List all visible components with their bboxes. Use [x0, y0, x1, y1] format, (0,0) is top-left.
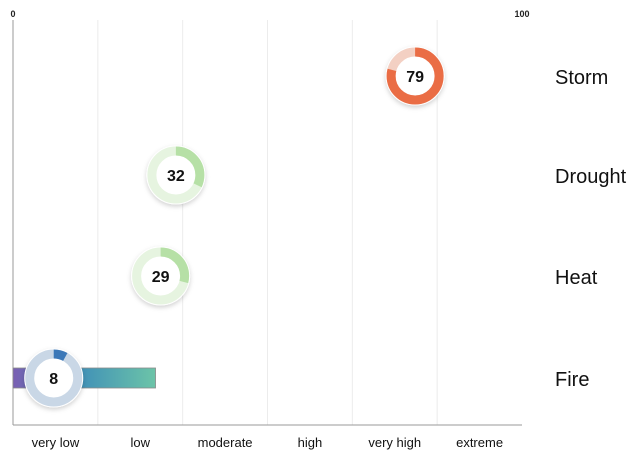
- drought-score-marker: 32: [146, 145, 206, 205]
- axis-min-label: 0: [10, 9, 15, 19]
- drought-marker-arc: [147, 146, 205, 204]
- fire-hazard-label: Fire: [555, 369, 589, 391]
- heat-score-value: 29: [152, 269, 170, 286]
- fire-score-marker: 8: [24, 348, 84, 408]
- drought-score-value: 32: [167, 168, 185, 185]
- category-label: very high: [368, 435, 421, 450]
- category-label: very low: [32, 435, 80, 450]
- heat-hazard-label: Heat: [555, 267, 598, 289]
- category-label: low: [130, 435, 150, 450]
- score-markers: 79 32 29 8: [24, 46, 445, 408]
- storm-score-value: 79: [406, 69, 424, 86]
- heat-marker-arc: [132, 247, 190, 305]
- category-label: extreme: [456, 435, 503, 450]
- storm-hazard-label: Storm: [555, 67, 608, 89]
- heat-score-marker: 29: [131, 246, 191, 306]
- axis-max-label: 100: [514, 9, 529, 19]
- category-label: high: [298, 435, 323, 450]
- category-label: moderate: [198, 435, 253, 450]
- hazard-labels: Storm Drought Heat Fire: [555, 67, 627, 391]
- storm-score-marker: 79: [385, 46, 445, 106]
- drought-hazard-label: Drought: [555, 166, 627, 188]
- fire-marker-arc: [25, 349, 83, 407]
- storm-marker-arc: [386, 47, 444, 105]
- fire-score-value: 8: [49, 371, 58, 388]
- category-labels: very low low moderate high very high extreme: [32, 435, 503, 450]
